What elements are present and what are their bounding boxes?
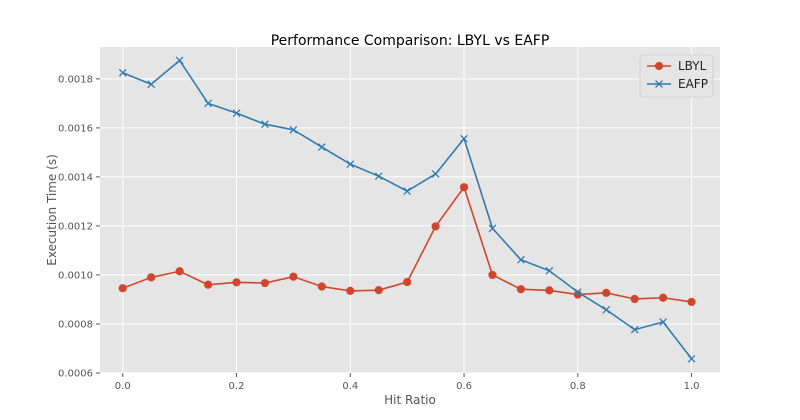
y-tick-label: 0.0006 xyxy=(58,369,93,380)
y-axis-label: Execution Time (s) xyxy=(45,154,59,266)
lbyl-point xyxy=(232,278,241,287)
eafp-point xyxy=(659,318,667,326)
grid-lines xyxy=(100,47,720,374)
legend-label-lbyl: LBYL xyxy=(678,59,707,73)
eafp-point xyxy=(232,109,241,118)
eafp-point xyxy=(204,99,212,108)
lbyl-point xyxy=(687,297,696,307)
lbyl-point xyxy=(659,293,668,302)
x-tick-label: 1.0 xyxy=(684,381,700,392)
eafp-point xyxy=(630,325,639,334)
eafp-point xyxy=(573,288,582,296)
y-tick-label: 0.0010 xyxy=(58,270,93,281)
legend-item-eafp: EAFP xyxy=(647,77,708,91)
lbyl-point xyxy=(630,294,639,304)
legend-item-lbyl: LBYL xyxy=(647,59,707,73)
eafp-point xyxy=(175,56,184,65)
y-tick-label: 0.0014 xyxy=(58,172,93,183)
eafp-point xyxy=(431,170,440,178)
chart-title: Performance Comparison: LBYL vs EAFP xyxy=(271,33,550,49)
lbyl-point xyxy=(317,282,326,291)
lbyl-point xyxy=(260,278,270,288)
lbyl-point xyxy=(459,183,469,192)
y-tick-label: 0.0012 xyxy=(58,221,93,232)
lbyl-point xyxy=(374,286,383,295)
lbyl-point xyxy=(602,288,611,297)
eafp-point xyxy=(346,160,355,169)
plot-area xyxy=(100,47,720,373)
lbyl-point xyxy=(118,284,127,293)
eafp-point xyxy=(147,80,156,89)
eafp-point xyxy=(403,187,412,195)
lbyl-point xyxy=(175,267,184,276)
eafp-point xyxy=(488,224,497,233)
y-axis: 0.0006 0.0008 0.0010 0.0012 0.0014 0.0016 0.00… xyxy=(58,74,100,380)
legend: LBYL EAFP xyxy=(639,54,714,98)
series-lbyl xyxy=(118,183,696,307)
eafp-point xyxy=(374,172,383,181)
x-tick-label: 0.0 xyxy=(115,381,131,392)
lbyl-point xyxy=(203,280,213,289)
x-axis: 0.0 0.2 0.4 0.6 0.8 1.0 xyxy=(115,373,700,392)
lbyl-point xyxy=(545,286,554,295)
eafp-point xyxy=(460,134,468,143)
x-tick-label: 0.8 xyxy=(570,381,586,392)
eafp-point xyxy=(118,68,127,77)
eafp-point xyxy=(517,255,525,264)
legend-label-eafp: EAFP xyxy=(678,77,708,91)
lbyl-point xyxy=(289,272,298,281)
lbyl-point xyxy=(147,273,156,282)
x-tick-label: 0.2 xyxy=(229,381,245,392)
series-layer xyxy=(118,56,696,363)
eafp-point xyxy=(545,266,554,275)
eafp-point xyxy=(289,125,298,134)
legend-swatch-marker xyxy=(655,80,663,88)
x-tick-label: 0.6 xyxy=(456,381,472,392)
eafp-point xyxy=(317,143,326,151)
lbyl-point xyxy=(488,270,497,280)
series-eafp xyxy=(118,56,696,363)
x-axis-label: Hit Ratio xyxy=(384,393,436,407)
eafp-point xyxy=(687,354,696,363)
lbyl-point xyxy=(516,285,526,294)
lbyl-point xyxy=(346,286,355,295)
y-tick-label: 0.0016 xyxy=(58,123,93,134)
x-tick-label: 0.4 xyxy=(342,381,358,392)
y-tick-label: 0.0008 xyxy=(58,319,93,330)
lbyl-point xyxy=(403,277,412,287)
lbyl-point xyxy=(431,222,440,231)
eafp-point xyxy=(602,305,611,314)
legend-swatch-marker xyxy=(654,61,664,71)
y-tick-label: 0.0018 xyxy=(58,74,93,85)
eafp-point xyxy=(261,120,269,129)
